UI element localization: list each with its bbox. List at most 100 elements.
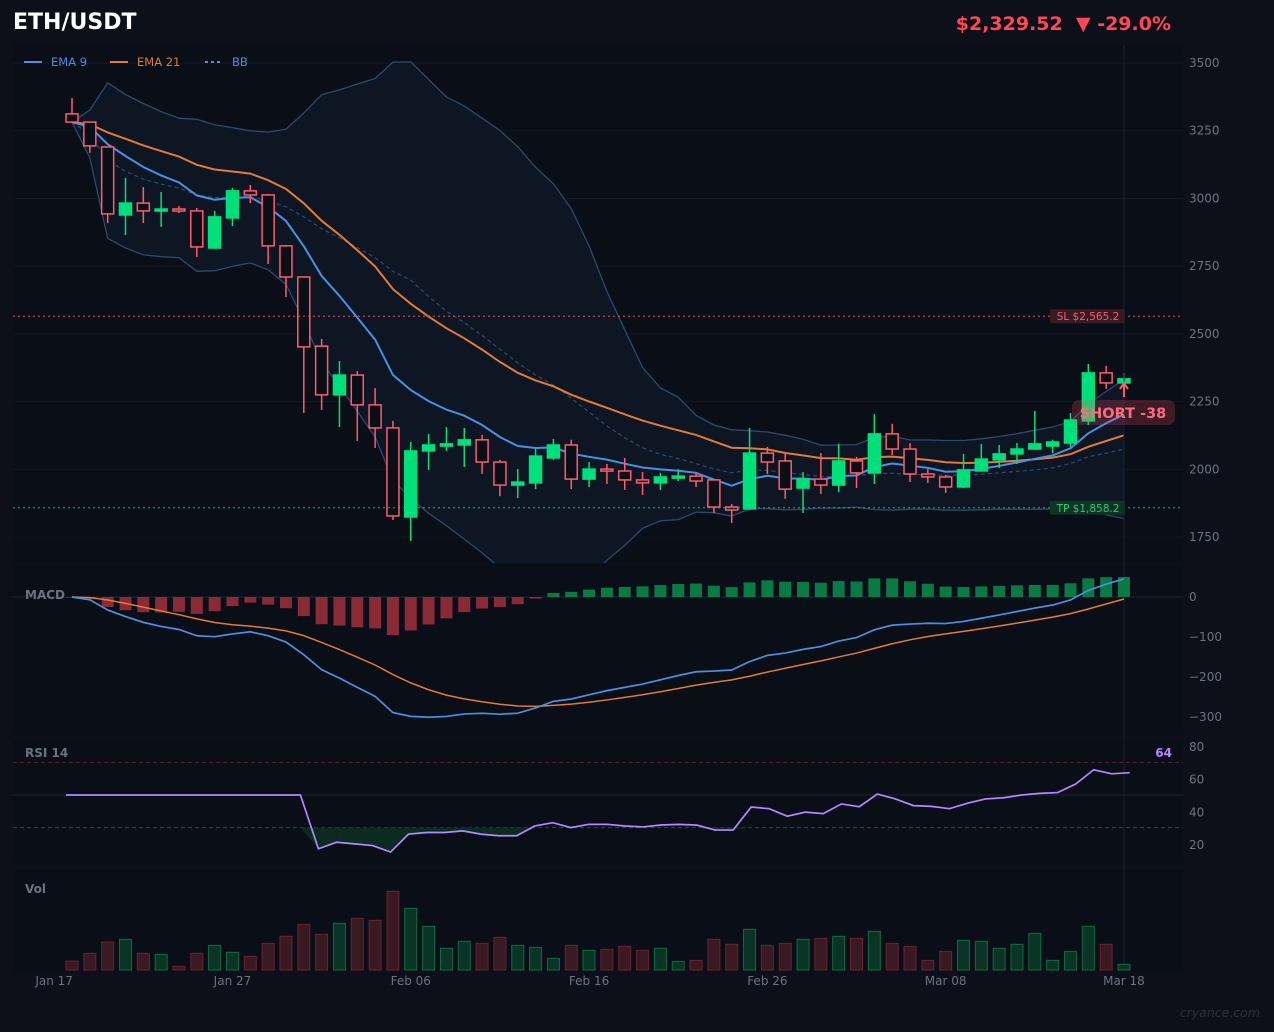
candle: [742, 427, 757, 510]
candle-body: [974, 458, 989, 472]
volume-bar: [814, 937, 828, 971]
candle-body: [849, 460, 864, 474]
volume-bar: [778, 942, 792, 971]
rsi-oversold-fill: [354, 827, 373, 846]
candle-body: [938, 476, 953, 488]
volume-bar: [796, 938, 810, 971]
candle-body: [582, 468, 596, 480]
macd-histogram-bar: [565, 591, 578, 597]
bb-fill: [72, 61, 1124, 563]
stop-loss-badge: [1050, 309, 1125, 324]
volume-bar: [921, 959, 935, 971]
candle-body: [65, 113, 79, 123]
macd-histogram-bar: [208, 597, 221, 612]
volume-bar: [850, 937, 864, 971]
volume-bar: [1046, 959, 1060, 971]
price-tick-label: 2500: [1189, 327, 1220, 341]
volume-bar: [957, 939, 970, 971]
candle: [1028, 410, 1042, 450]
volume-bar: [564, 944, 578, 971]
candle-body: [992, 453, 1006, 461]
volume-bar: [1028, 932, 1042, 971]
macd-histogram-bar: [779, 581, 792, 597]
candle-body: [439, 443, 454, 447]
macd-histogram-bar: [547, 592, 560, 597]
price-tick-label: 2000: [1189, 462, 1220, 476]
macd-histogram-bar: [1117, 576, 1130, 597]
ema9-line: [71, 121, 1125, 487]
signal-badge: [1072, 400, 1175, 425]
candle-body: [136, 202, 151, 212]
macd-histogram-bar: [529, 597, 542, 599]
macd-signal-line: [71, 596, 1125, 708]
volume-bar: [136, 952, 150, 971]
volume-bar: [101, 941, 115, 971]
candle-body: [386, 427, 400, 517]
candle-body: [1063, 419, 1078, 444]
macd-histogram-bar: [493, 597, 506, 607]
macd-histogram-bar: [1082, 578, 1095, 597]
volume-bar: [243, 955, 257, 971]
rsi-oversold-fill: [336, 827, 355, 844]
volume-bar: [350, 917, 364, 971]
macd-label: MACD: [25, 588, 65, 602]
rsi-current-value: 64: [1155, 746, 1172, 760]
macd-histogram-bar: [797, 581, 810, 597]
volume-bar: [1081, 925, 1095, 971]
macd-histogram-bar: [155, 597, 168, 613]
candle-body: [314, 345, 329, 396]
candle-body: [867, 433, 882, 474]
volume-bar: [725, 943, 739, 971]
macd-histogram-bar: [476, 597, 489, 609]
macd-histogram-bar: [315, 597, 328, 625]
candle: [368, 388, 382, 448]
volume-bar: [493, 936, 507, 971]
candle-body: [1010, 448, 1024, 455]
volume-bar: [83, 952, 97, 971]
candle: [724, 504, 739, 523]
volume-bar: [457, 940, 471, 971]
macd-histogram-bar: [137, 597, 150, 613]
macd-histogram-bar: [511, 597, 524, 605]
price-tick-label: 3500: [1189, 56, 1220, 70]
date-tick-label: Feb 16: [569, 974, 609, 988]
candle: [938, 475, 953, 493]
candle-body: [1099, 372, 1113, 384]
macd-histogram-bar: [654, 585, 667, 597]
volume-bar: [190, 952, 204, 971]
macd-histogram-bar: [600, 587, 613, 597]
candle-body: [707, 479, 721, 508]
volume-bar: [225, 951, 239, 971]
macd-histogram-bar: [761, 580, 774, 597]
volume-bar: [261, 942, 275, 971]
date-tick-label: Jan 27: [213, 974, 252, 988]
candle: [118, 177, 133, 236]
date-tick-label: Mar 18: [1103, 974, 1145, 988]
volume-bar: [939, 950, 953, 971]
candle-body: [760, 452, 775, 463]
candle-body: [778, 460, 792, 490]
date-tick-label: Jan 17: [34, 974, 73, 988]
candle: [1010, 443, 1024, 464]
candle-body: [796, 478, 810, 489]
macd-tick-label: −100: [1189, 630, 1222, 644]
candle: [564, 439, 578, 490]
macd-histogram-bar: [404, 597, 417, 631]
candle: [136, 187, 151, 224]
rsi-tick-label: 80: [1189, 740, 1204, 754]
macd-histogram-bar: [1064, 583, 1077, 597]
candle: [617, 457, 632, 490]
candle: [582, 462, 596, 487]
candle: [831, 443, 846, 493]
candle: [546, 439, 561, 460]
macd-histogram-bar: [618, 586, 631, 597]
candle-body: [225, 190, 240, 219]
candle: [439, 427, 454, 451]
macd-histogram-bar: [957, 587, 970, 597]
candle: [778, 452, 792, 499]
candle-body: [172, 208, 186, 212]
candle-body: [511, 481, 525, 486]
volume-bar: [118, 938, 132, 971]
volume-bar: [422, 925, 436, 971]
macd-histogram-bar: [1100, 577, 1113, 597]
